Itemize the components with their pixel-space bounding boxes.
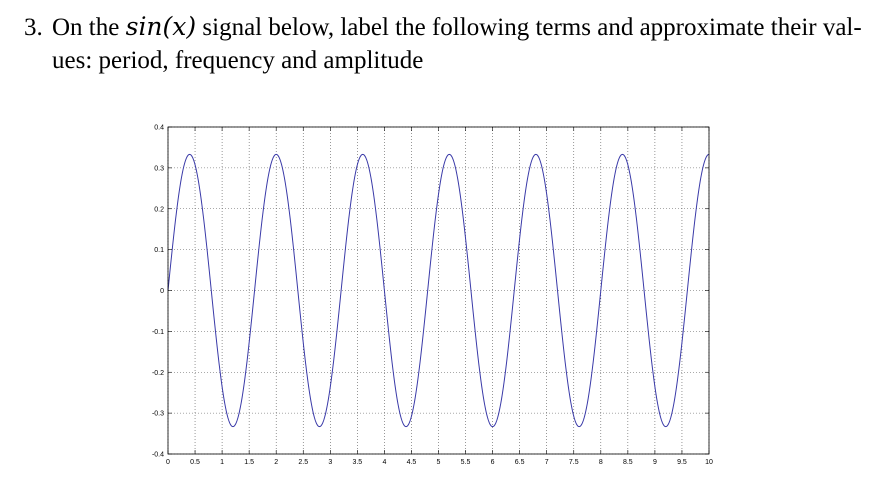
x-tick-label: 5	[437, 459, 441, 466]
y-tick-label: 0	[160, 288, 164, 295]
x-tick-label: 0	[166, 459, 170, 466]
question-number: 3.	[24, 14, 43, 41]
x-tick-label: 0.5	[190, 459, 200, 466]
x-tick-label: 6.5	[515, 459, 525, 466]
x-tick-label: 7.5	[569, 459, 579, 466]
x-tick-label: 5.5	[461, 459, 471, 466]
x-tick-label: 6	[491, 459, 495, 466]
sine-series-line	[167, 153, 710, 428]
x-tick-label: 1	[220, 459, 224, 466]
x-tick-label: 10	[705, 459, 713, 466]
question-text-after: signal below, label the following terms …	[202, 14, 862, 41]
chart-ticks: 0 0.5 1 1.5 2 2.5 3 3.5 4 4.5 5 5.5 6 6.5 7 7.5 8 8.5 9 9.5…	[152, 125, 713, 467]
question-text-before: On the	[52, 14, 120, 41]
x-tick-label: 2.5	[298, 459, 308, 466]
x-tick-label: 8.5	[623, 459, 633, 466]
x-tick-label: 3	[328, 459, 332, 466]
x-tick-label: 4.5	[407, 459, 417, 466]
sine-chart: 0 0.5 1 1.5 2 2.5 3 3.5 4 4.5 5 5.5 6 6.5 7 7.5 8 8.5 9 9.5…	[152, 125, 713, 467]
question-line-2: ues: period, frequency and amplitude	[52, 47, 424, 74]
x-tick-label: 7	[545, 459, 549, 466]
y-tick-label: -0.1	[152, 329, 164, 336]
y-tick-label: -0.3	[152, 411, 164, 418]
y-tick-label: 0.4	[154, 125, 164, 132]
math-sin-x: sin(x)	[125, 12, 197, 41]
y-tick-label: -0.4	[152, 452, 164, 459]
x-tick-label: 4	[382, 459, 386, 466]
question-text: 3. On the sin(x) signal below, label the …	[24, 10, 874, 77]
y-tick-label: 0.1	[154, 247, 164, 254]
y-tick-label: 0.2	[154, 206, 164, 213]
x-tick-label: 9.5	[677, 459, 687, 466]
x-tick-label: 8	[599, 459, 603, 466]
x-tick-label: 3.5	[352, 459, 362, 466]
chart-grid	[167, 126, 710, 455]
y-tick-label: 0.3	[154, 165, 164, 172]
chart-series	[167, 153, 710, 428]
x-tick-label: 1.5	[244, 459, 254, 466]
y-tick-label: -0.2	[152, 370, 164, 377]
x-tick-label: 9	[653, 459, 657, 466]
x-tick-label: 2	[274, 459, 278, 466]
